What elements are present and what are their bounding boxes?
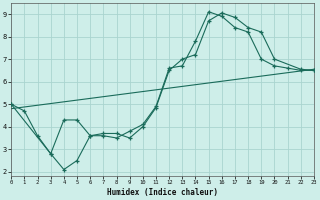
X-axis label: Humidex (Indice chaleur): Humidex (Indice chaleur)	[107, 188, 218, 197]
